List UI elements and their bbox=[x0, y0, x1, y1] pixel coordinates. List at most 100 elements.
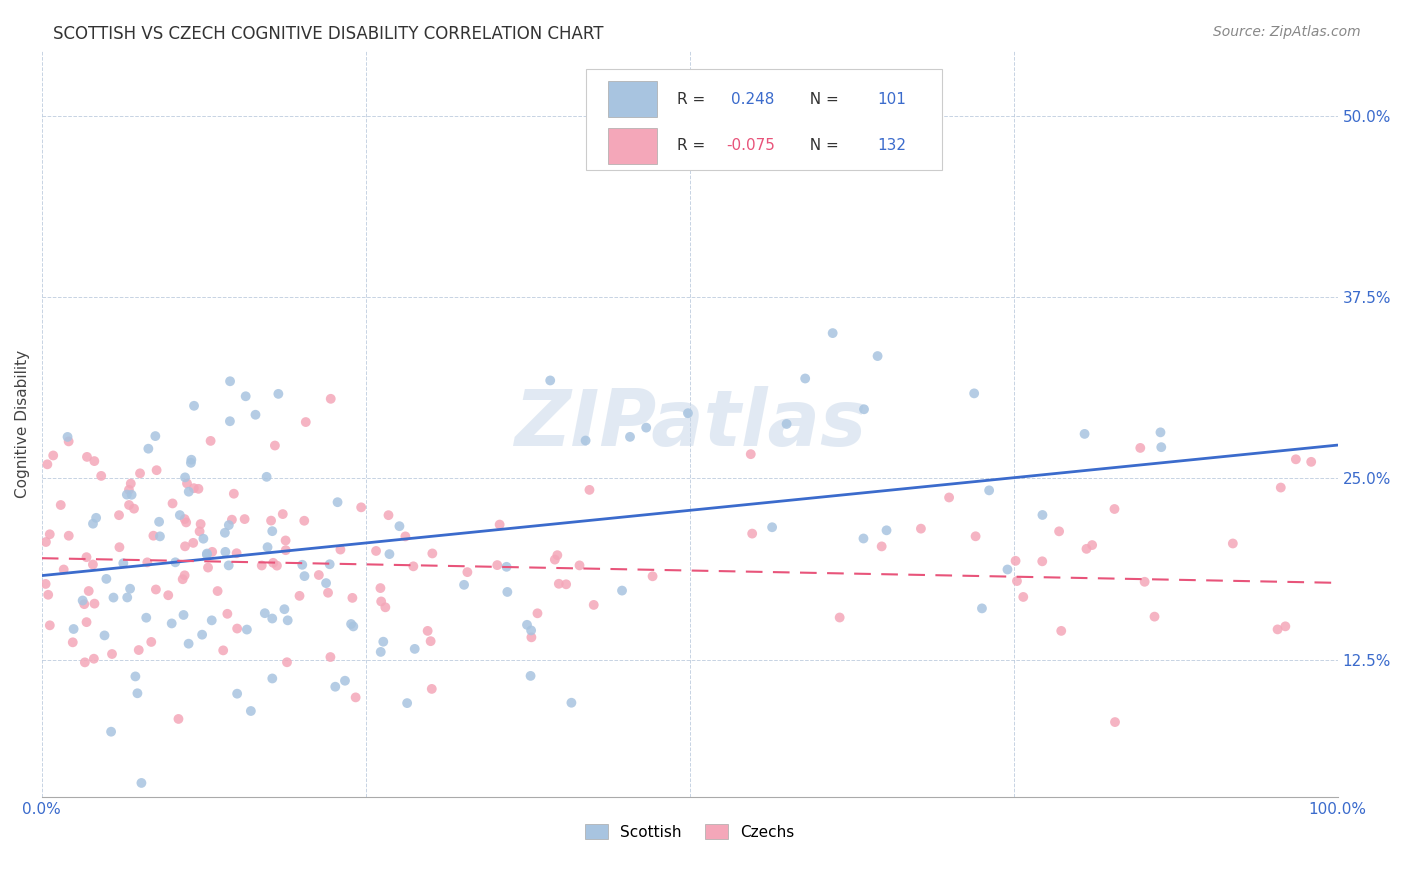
Point bbox=[394, 529, 416, 543]
Point bbox=[35, 535, 58, 549]
Point bbox=[319, 650, 342, 665]
Point bbox=[1104, 502, 1126, 516]
Point bbox=[1150, 440, 1173, 454]
Point bbox=[364, 544, 387, 558]
Point bbox=[90, 469, 112, 483]
Point bbox=[183, 481, 205, 495]
Point bbox=[486, 558, 509, 573]
Point bbox=[1129, 441, 1152, 455]
Point bbox=[83, 651, 105, 665]
Point bbox=[316, 586, 339, 600]
Point bbox=[108, 508, 131, 523]
Point bbox=[177, 484, 200, 499]
Point bbox=[115, 487, 138, 501]
Point bbox=[273, 602, 295, 616]
Point bbox=[226, 687, 249, 701]
Point bbox=[274, 533, 297, 548]
Point bbox=[288, 589, 311, 603]
Point bbox=[256, 470, 278, 484]
Point bbox=[1301, 455, 1323, 469]
Point bbox=[84, 511, 107, 525]
Point bbox=[1073, 426, 1095, 441]
Point bbox=[82, 558, 104, 572]
Point bbox=[294, 569, 316, 583]
Point bbox=[582, 598, 605, 612]
Point bbox=[181, 536, 204, 550]
Point bbox=[342, 591, 364, 605]
Point bbox=[453, 578, 475, 592]
Point bbox=[1050, 624, 1073, 638]
Point bbox=[200, 434, 222, 448]
Point bbox=[538, 374, 561, 388]
Point bbox=[214, 525, 236, 540]
Point bbox=[58, 529, 80, 543]
Point bbox=[83, 597, 105, 611]
Point bbox=[239, 704, 262, 718]
Point bbox=[262, 556, 284, 570]
Point bbox=[326, 495, 349, 509]
Point bbox=[276, 655, 298, 669]
Point bbox=[127, 686, 149, 700]
Point bbox=[96, 572, 118, 586]
Point bbox=[1047, 524, 1070, 539]
Point bbox=[108, 540, 131, 554]
Point bbox=[173, 512, 195, 526]
Point bbox=[173, 607, 195, 622]
Point bbox=[560, 696, 582, 710]
Point bbox=[129, 467, 152, 481]
Point bbox=[160, 616, 183, 631]
Point bbox=[221, 513, 243, 527]
Text: N =: N = bbox=[800, 92, 844, 107]
Point bbox=[58, 434, 80, 449]
Point bbox=[610, 583, 633, 598]
Point bbox=[145, 463, 167, 477]
Point bbox=[174, 539, 197, 553]
Point bbox=[641, 569, 664, 583]
Point bbox=[761, 520, 783, 534]
Point bbox=[236, 623, 259, 637]
Point bbox=[520, 630, 543, 644]
Legend: Scottish, Czechs: Scottish, Czechs bbox=[579, 818, 800, 846]
Point bbox=[169, 508, 191, 522]
Point bbox=[262, 611, 284, 625]
Point bbox=[291, 558, 314, 572]
Point bbox=[176, 476, 198, 491]
Point bbox=[201, 613, 224, 627]
FancyBboxPatch shape bbox=[586, 70, 942, 170]
Point bbox=[323, 680, 346, 694]
Point bbox=[62, 635, 84, 649]
Point bbox=[34, 577, 56, 591]
Point bbox=[222, 486, 245, 500]
Point bbox=[277, 613, 299, 627]
Point bbox=[1104, 715, 1126, 730]
Point bbox=[101, 647, 124, 661]
Point bbox=[1004, 554, 1026, 568]
Point bbox=[350, 500, 373, 515]
Point bbox=[1081, 538, 1104, 552]
Point bbox=[402, 559, 425, 574]
Point bbox=[519, 669, 541, 683]
Point bbox=[256, 540, 278, 554]
Point bbox=[217, 607, 239, 621]
Point bbox=[266, 558, 288, 573]
Point bbox=[225, 546, 247, 560]
Point bbox=[938, 491, 960, 505]
Text: R =: R = bbox=[676, 92, 714, 107]
Point bbox=[138, 442, 160, 456]
Point bbox=[250, 558, 273, 573]
Point bbox=[1133, 574, 1156, 589]
Point bbox=[38, 618, 60, 632]
Point bbox=[37, 458, 59, 472]
Point bbox=[124, 669, 146, 683]
Text: SCOTTISH VS CZECH COGNITIVE DISABILITY CORRELATION CHART: SCOTTISH VS CZECH COGNITIVE DISABILITY C… bbox=[53, 25, 605, 43]
Point bbox=[143, 429, 166, 443]
Point bbox=[318, 558, 340, 572]
Text: N =: N = bbox=[800, 138, 844, 153]
Text: R =: R = bbox=[676, 138, 710, 153]
Point bbox=[190, 516, 212, 531]
Point bbox=[319, 392, 342, 406]
Point bbox=[997, 562, 1019, 576]
Point bbox=[167, 712, 190, 726]
Point bbox=[260, 514, 283, 528]
FancyBboxPatch shape bbox=[607, 128, 658, 164]
